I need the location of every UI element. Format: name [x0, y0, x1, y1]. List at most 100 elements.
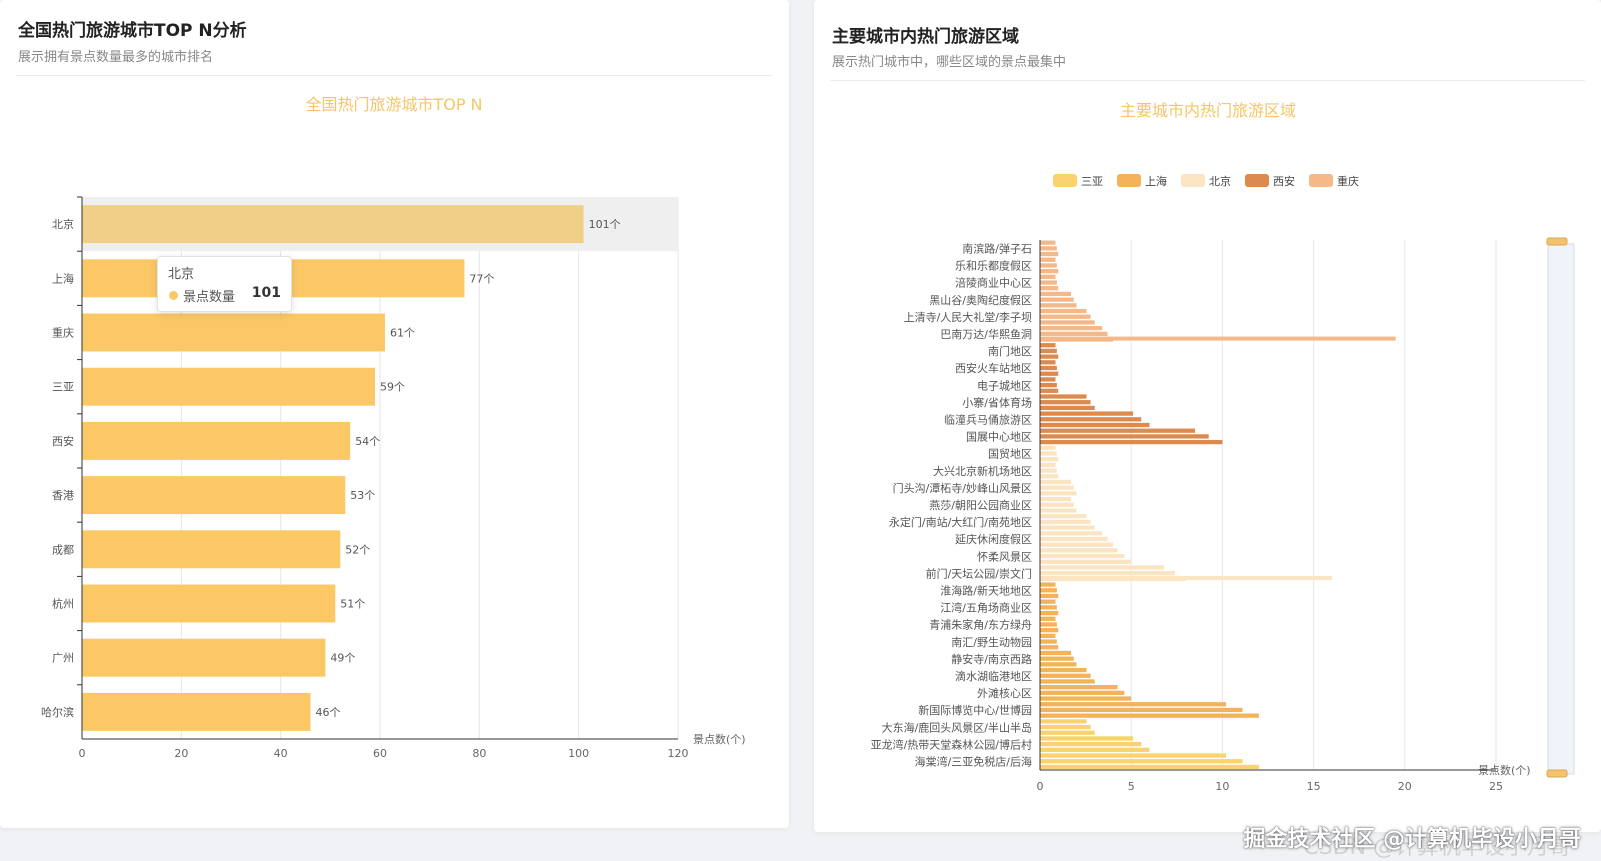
district-card: 主要城市内热门旅游区域 展示热门城市中，哪些区域的景点最集中 主要城市内热门旅游… [814, 0, 1601, 832]
card-subtitle: 展示热门城市中，哪些区域的景点最集中 [832, 55, 1067, 70]
bar [1040, 428, 1196, 433]
watermark-faint: CSDN @计算机毕设小月哥 [1303, 835, 1571, 860]
legend-swatch [1053, 174, 1077, 187]
y-tick-label: 前门/天坛公园/崇文门 [926, 566, 1032, 580]
x-tick-label: 10 [1215, 780, 1229, 793]
bar [1040, 571, 1175, 576]
data-label: 52个 [345, 543, 370, 556]
bar [1040, 559, 1132, 564]
y-tick-label: 电子城地区 [977, 379, 1032, 392]
bar [1040, 514, 1087, 519]
bar [1040, 343, 1056, 348]
bar [1040, 536, 1108, 542]
bar [1040, 736, 1134, 741]
y-tick-label: 重庆 [52, 326, 74, 340]
bar [1040, 645, 1059, 650]
bar [1040, 713, 1259, 718]
bar [1040, 274, 1056, 279]
bar [1040, 377, 1056, 382]
tooltip-value: 101 [251, 285, 281, 301]
y-tick-label: 小寨/省体育场 [962, 395, 1032, 409]
bar [1040, 525, 1095, 530]
data-label: 101个 [589, 218, 621, 231]
bar [1040, 519, 1091, 525]
bar [1040, 588, 1057, 593]
bar [1040, 474, 1059, 479]
bar [1040, 411, 1134, 416]
bar [1040, 656, 1074, 661]
bar [1040, 417, 1142, 422]
y-tick-label: 黑山谷/奥陶纪度假区 [929, 293, 1032, 307]
bar [1040, 434, 1209, 439]
bar [1040, 354, 1059, 359]
bar [1040, 622, 1057, 627]
bar [82, 313, 385, 352]
bar [1040, 747, 1150, 752]
chart-tooltip: 北京 景点数量 101 [157, 256, 292, 312]
y-tick-label: 永定门/南站/大红门/南苑地区 [889, 515, 1032, 529]
x-tick-label: 60 [373, 747, 387, 760]
y-tick-label: 临潼兵马俑旅游区 [944, 413, 1032, 427]
bar [1040, 662, 1077, 667]
legend-label: 上海 [1145, 174, 1167, 188]
bar [1040, 320, 1095, 325]
bar [1040, 696, 1132, 701]
y-tick-label: 国贸地区 [988, 448, 1032, 461]
y-tick-label: 滴水湖临港地区 [955, 669, 1032, 683]
bar [1040, 462, 1056, 468]
bar [1040, 628, 1059, 633]
y-tick-label: 哈尔滨 [41, 705, 74, 719]
tooltip-label: 景点数量 [183, 290, 236, 305]
divider [830, 80, 1585, 81]
watermark: 掘金技术社区 @计算机毕设小月哥 [1243, 827, 1581, 852]
x-axis-label: 景点数(个) [1478, 764, 1531, 777]
bar [1040, 742, 1142, 747]
y-tick-label: 怀柔风景区 [977, 550, 1032, 563]
bar [1040, 508, 1077, 513]
city-ranking-card: 全国热门旅游城市TOP N分析 展示拥有景点数量最多的城市排名 全国热门旅游城市… [0, 0, 789, 828]
city-ranking-chart[interactable]: 全国热门旅游城市TOP N0 20 40 60 80 100 120101个北京77个上海6… [0, 0, 789, 790]
bar [1040, 240, 1056, 245]
bar [1040, 479, 1072, 485]
card-title: 主要城市内热门旅游区域 [832, 27, 1019, 47]
bar [1040, 457, 1059, 462]
divider [16, 75, 773, 76]
x-tick-label: 100 [568, 747, 589, 760]
bar [1040, 331, 1108, 336]
bar [1040, 388, 1059, 393]
x-tick-label: 120 [668, 747, 689, 760]
zoom-slider[interactable] [1547, 243, 1575, 775]
x-tick-label: 80 [472, 747, 486, 760]
x-tick-label: 5 [1128, 780, 1135, 793]
bar [1040, 724, 1091, 730]
bar [1040, 257, 1056, 262]
x-tick-label: 40 [274, 747, 288, 760]
bar [1040, 445, 1056, 450]
bar [1040, 291, 1072, 297]
y-tick-label: 上清寺/人民大礼堂/李子坝 [904, 310, 1032, 324]
y-tick-label: 杭州 [52, 597, 74, 611]
y-tick-label: 涪陵商业中心区 [955, 276, 1032, 290]
legend-swatch [1181, 174, 1205, 187]
zoom-handle-bottom[interactable] [1546, 769, 1568, 778]
bar [1040, 251, 1059, 257]
x-tick-label: 15 [1307, 780, 1321, 793]
y-tick-label: 燕莎/朝阳公园商业区 [929, 498, 1032, 512]
card-title: 全国热门旅游城市TOP N分析 [18, 21, 247, 41]
bar [1040, 314, 1091, 319]
y-tick-label: 南滨路/弹子石 [962, 242, 1032, 256]
bar [1040, 582, 1056, 587]
bar [1040, 730, 1095, 735]
y-tick-label: 青浦朱家角/东方绿舟 [929, 618, 1032, 632]
y-tick-label: 成都 [52, 543, 74, 556]
bar [1040, 268, 1059, 274]
data-label: 61个 [390, 327, 415, 340]
y-tick-label: 西安火车站地区 [955, 361, 1032, 375]
y-tick-label: 延庆休闲度假区 [955, 532, 1032, 546]
bar [1040, 286, 1059, 291]
y-tick-label: 上海 [52, 271, 74, 285]
y-tick-label: 三亚 [52, 381, 74, 394]
zoom-handle-top[interactable] [1546, 237, 1568, 246]
bar [1040, 382, 1057, 388]
